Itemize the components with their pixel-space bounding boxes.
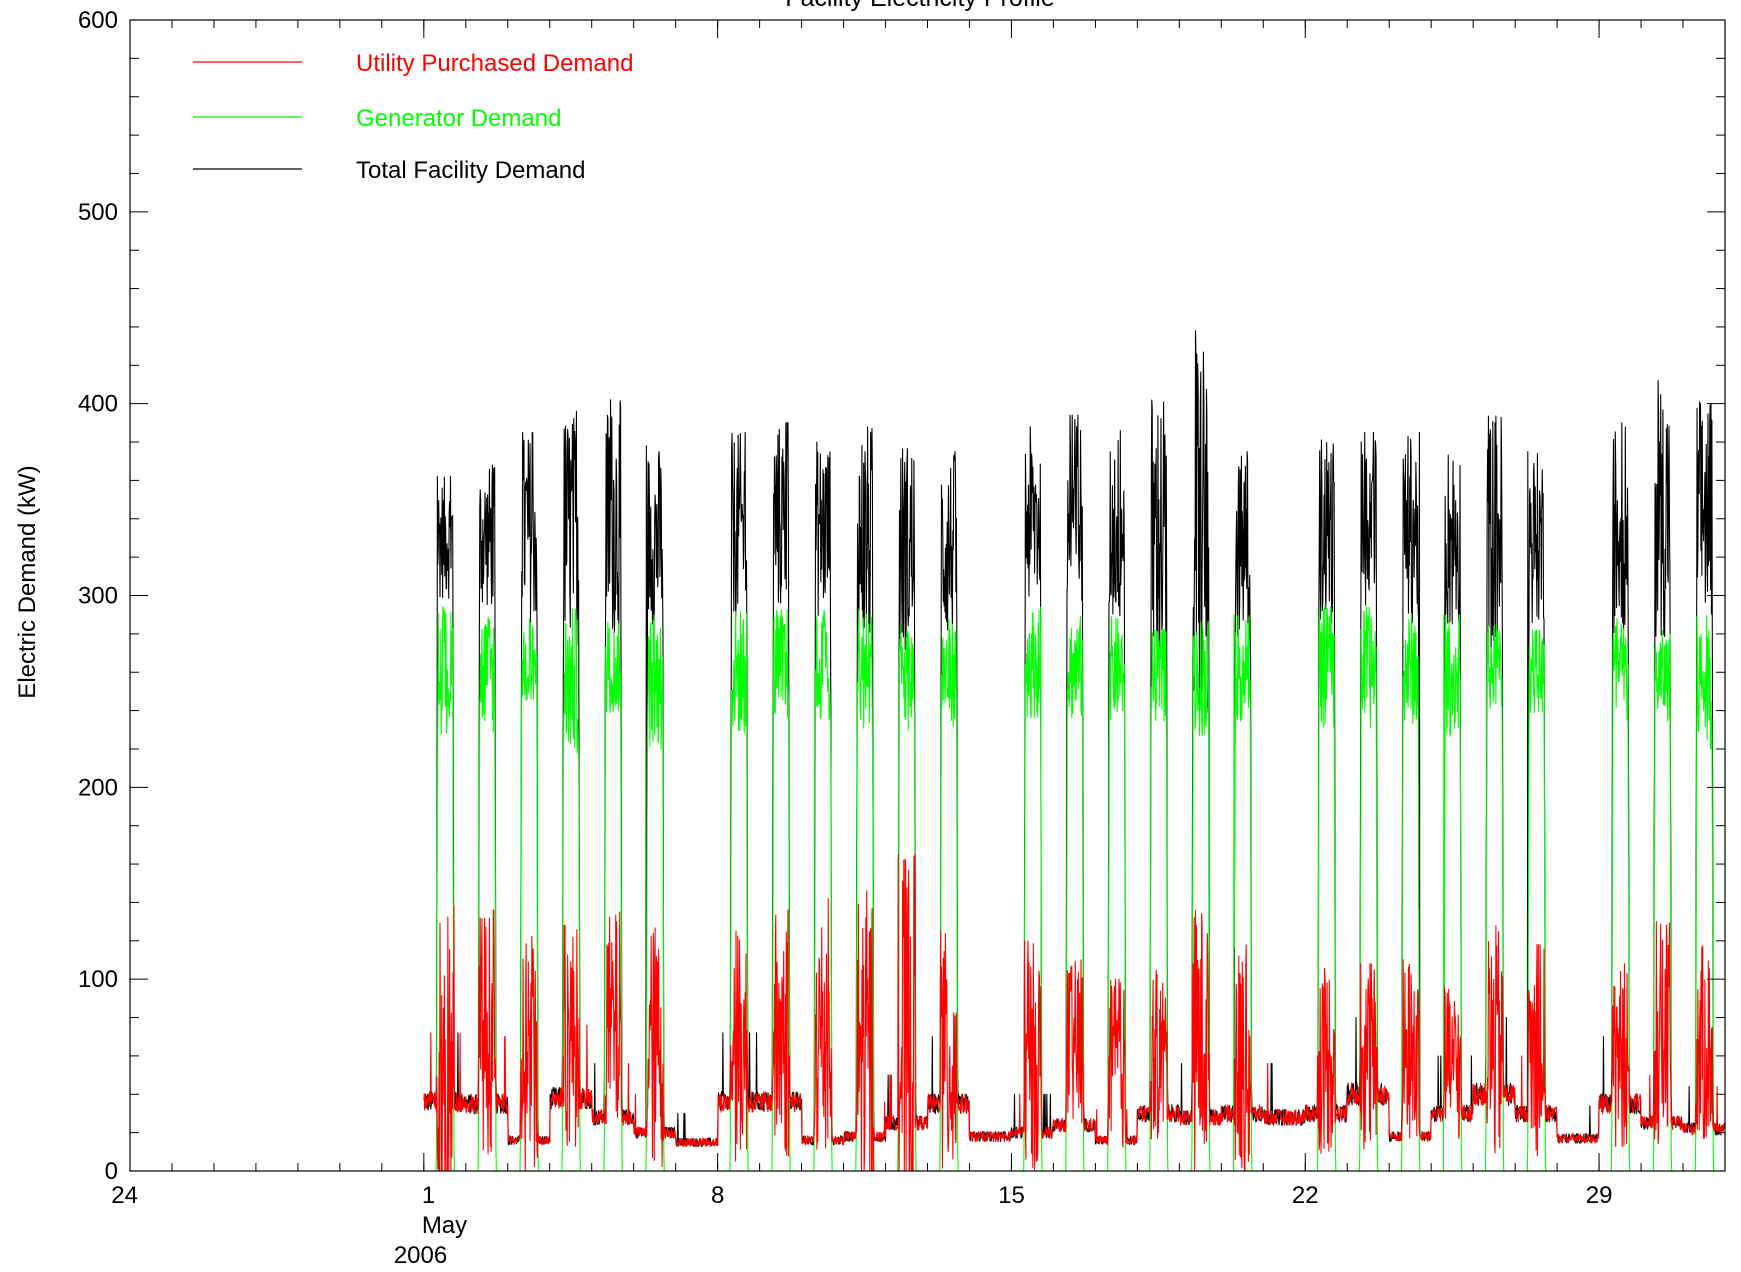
y-tick-label: 300 (78, 583, 118, 610)
y-tick-label: 100 (78, 966, 118, 993)
series-line-utility-purchased-demand (423, 853, 1725, 1171)
legend-label: Total Facility Demand (356, 157, 585, 184)
x-tick-label: 8 (711, 1182, 724, 1209)
legend-label: Utility Purchased Demand (356, 50, 633, 77)
x-tick-label: 15 (998, 1182, 1025, 1209)
y-tick-label: 200 (78, 774, 118, 801)
y-tick-label: 0 (105, 1158, 118, 1185)
x-year-label: 2006 (394, 1242, 447, 1269)
y-tick-label: 400 (78, 391, 118, 418)
x-tick-label: 29 (1586, 1182, 1613, 1209)
x-tick-label: 1 (422, 1182, 435, 1209)
y-tick-label: 500 (78, 199, 118, 226)
y-tick-label: 600 (78, 7, 118, 34)
y-axis-label: Electric Demand (kW) (14, 465, 41, 698)
x-month-label: May (422, 1212, 467, 1239)
x-tick-label: 22 (1292, 1182, 1319, 1209)
x-tick-label: 24 (111, 1182, 138, 1209)
legend-label: Generator Demand (356, 105, 561, 132)
series-line-generator-demand (423, 606, 1725, 1171)
legend: Utility Purchased Demand Generator Demand… (193, 50, 633, 184)
chart-title: Facility Electricity Profile (785, 0, 1055, 12)
